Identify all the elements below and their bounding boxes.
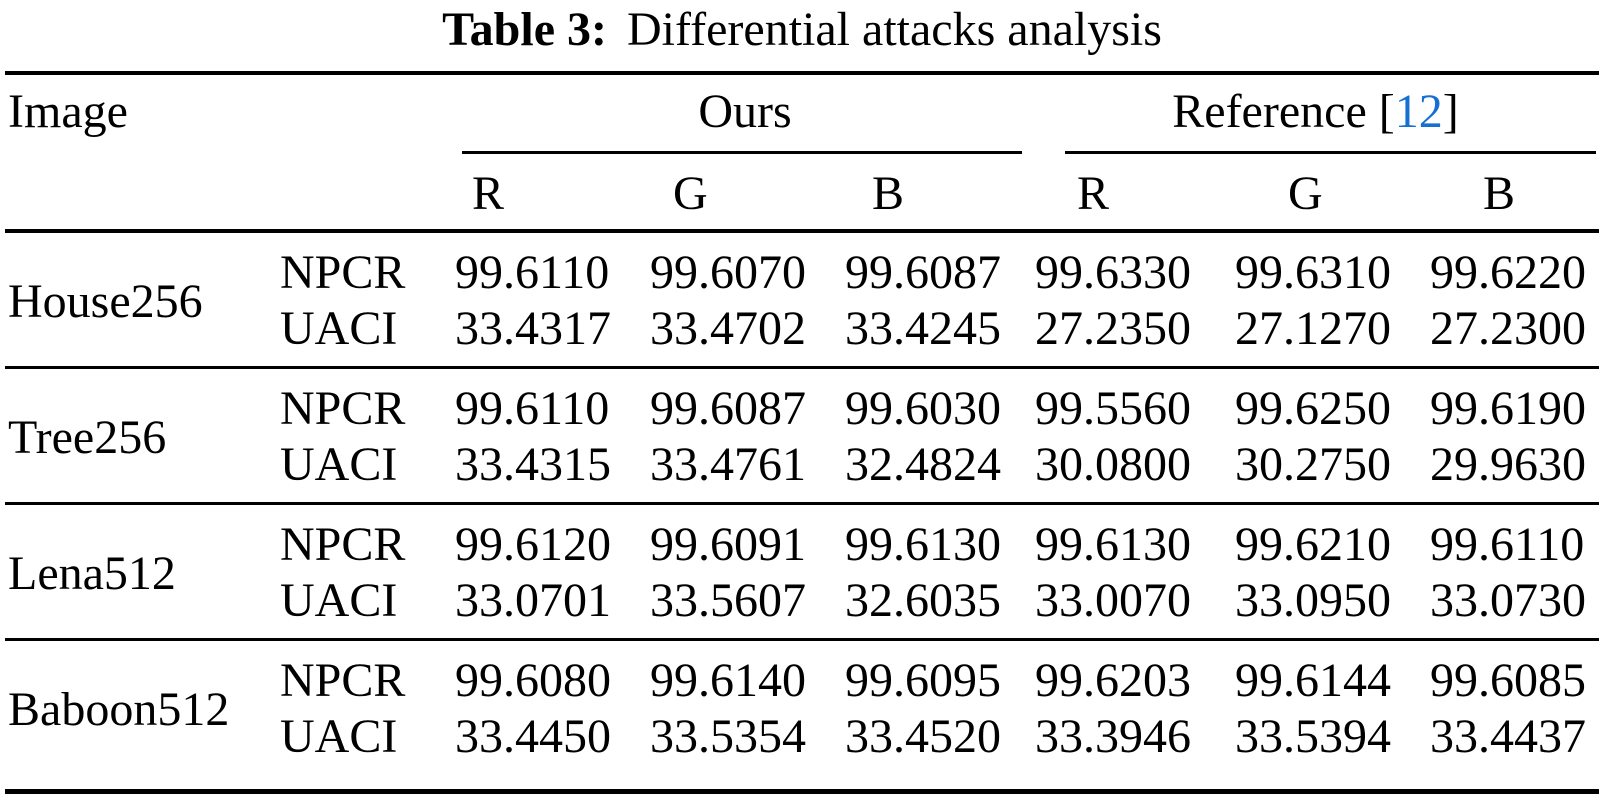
image-name: House256 [8, 274, 203, 328]
value-cell: 99.6203 [1035, 654, 1191, 707]
row-separator-rule [5, 366, 1599, 369]
value-cell: 99.6095 [845, 654, 1001, 707]
image-name: Baboon512 [8, 682, 230, 736]
value-cell: 99.6087 [845, 246, 1001, 299]
column-header-image: Image [8, 85, 128, 138]
citation-link[interactable]: 12 [1394, 85, 1443, 138]
reference-group-rule [1065, 150, 1596, 154]
value-cell: 32.4824 [845, 438, 1001, 491]
image-name: Lena512 [8, 546, 176, 600]
value-cell: 99.6087 [650, 382, 806, 435]
metric-label-uaci: UACI [280, 710, 398, 763]
value-cell: 99.6140 [650, 654, 806, 707]
metric-label-uaci: UACI [280, 574, 398, 627]
table-row-tree256: Tree256 NPCR 99.6110 99.6087 99.6030 99.… [8, 369, 1596, 493]
table-header: Image Ours Reference [12] R G B R G B [8, 78, 1596, 230]
metric-label-npcr: NPCR [280, 382, 406, 435]
value-cell: 33.0730 [1430, 574, 1586, 627]
value-cell: 99.6030 [845, 382, 1001, 435]
value-cell: 99.6070 [650, 246, 806, 299]
value-cell: 27.1270 [1235, 302, 1391, 355]
value-cell: 99.6110 [455, 246, 610, 299]
value-cell: 99.6250 [1235, 382, 1391, 435]
value-cell: 33.3946 [1035, 710, 1191, 763]
value-cell: 99.6110 [455, 382, 610, 435]
value-cell: 33.0701 [455, 574, 611, 627]
metric-label-npcr: NPCR [280, 246, 406, 299]
reference-label-prefix: Reference [ [1172, 85, 1395, 138]
value-cell: 33.0950 [1235, 574, 1391, 627]
value-cell: 33.4245 [845, 302, 1001, 355]
value-cell: 33.4437 [1430, 710, 1586, 763]
value-cell: 99.6210 [1235, 518, 1391, 571]
value-cell: 33.5607 [650, 574, 806, 627]
value-cell: 99.6220 [1430, 246, 1586, 299]
image-name: Tree256 [8, 410, 167, 464]
value-cell: 33.5354 [650, 710, 806, 763]
table-number: Table 3: [442, 3, 607, 56]
row-separator-rule [5, 638, 1599, 641]
metric-label-npcr: NPCR [280, 654, 406, 707]
value-cell: 27.2350 [1035, 302, 1191, 355]
column-header-channel-b-ref: B [1483, 167, 1516, 220]
ours-group-rule [462, 150, 1022, 154]
value-cell: 99.6330 [1035, 246, 1191, 299]
value-cell: 33.0070 [1035, 574, 1191, 627]
value-cell: 30.2750 [1235, 438, 1391, 491]
value-cell: 99.6091 [650, 518, 806, 571]
column-header-channel-b-ours: B [872, 167, 905, 220]
column-group-ours: Ours [698, 85, 792, 138]
bottom-rule [5, 789, 1599, 794]
value-cell: 33.4315 [455, 438, 611, 491]
value-cell: 33.4702 [650, 302, 806, 355]
value-cell: 27.2300 [1430, 302, 1586, 355]
top-rule [5, 71, 1599, 75]
reference-label-suffix: ] [1442, 85, 1459, 138]
value-cell: 99.6080 [455, 654, 611, 707]
metric-label-uaci: UACI [280, 302, 398, 355]
value-cell: 33.4317 [455, 302, 611, 355]
value-cell: 99.6120 [455, 518, 611, 571]
table-title-text: Differential attacks analysis [627, 3, 1162, 56]
value-cell: 99.5560 [1035, 382, 1191, 435]
column-header-channel-g-ref: G [1288, 167, 1323, 220]
value-cell: 99.6310 [1235, 246, 1391, 299]
value-cell: 99.6130 [1035, 518, 1191, 571]
value-cell: 32.6035 [845, 574, 1001, 627]
metric-label-uaci: UACI [280, 438, 398, 491]
table-row-house256: House256 NPCR 99.6110 99.6070 99.6087 99… [8, 233, 1596, 357]
row-separator-rule [5, 502, 1599, 505]
value-cell: 99.6190 [1430, 382, 1586, 435]
value-cell: 33.5394 [1235, 710, 1391, 763]
value-cell: 30.0800 [1035, 438, 1191, 491]
value-cell: 33.4450 [455, 710, 611, 763]
column-header-channel-g-ours: G [673, 167, 708, 220]
table-row-baboon512: Baboon512 NPCR 99.6080 99.6140 99.6095 9… [8, 641, 1596, 765]
value-cell: 99.6130 [845, 518, 1001, 571]
value-cell: 33.4520 [845, 710, 1001, 763]
value-cell: 99.6110 [1430, 518, 1585, 571]
column-header-channel-r-ref: R [1077, 167, 1110, 220]
header-bottom-rule [5, 229, 1599, 233]
column-header-channel-r-ours: R [472, 167, 505, 220]
table-caption: Table 3: Differential attacks analysis [0, 0, 1604, 60]
value-cell: 33.4761 [650, 438, 806, 491]
table-row-lena512: Lena512 NPCR 99.6120 99.6091 99.6130 99.… [8, 505, 1596, 629]
value-cell: 99.6085 [1430, 654, 1586, 707]
value-cell: 99.6144 [1235, 654, 1391, 707]
metric-label-npcr: NPCR [280, 518, 406, 571]
value-cell: 29.9630 [1430, 438, 1586, 491]
column-group-reference: Reference [12] [1035, 78, 1596, 146]
